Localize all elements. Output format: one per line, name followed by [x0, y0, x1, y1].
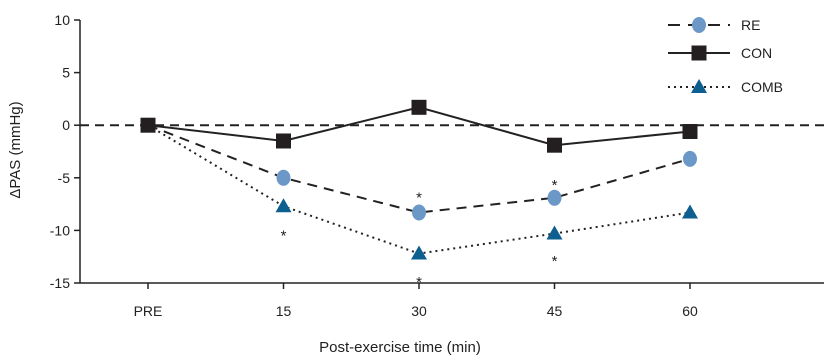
legend-label-re: RE	[741, 17, 760, 33]
x-tick-label: PRE	[134, 303, 163, 319]
significance-asterisk: *	[552, 253, 558, 270]
y-tick-label: -10	[50, 222, 70, 238]
legend: RE CON COMB	[668, 17, 783, 95]
x-axis-ticks: PRE 15 30 45 60	[134, 283, 698, 319]
legend-marker-comb	[691, 79, 707, 93]
data-point-re	[276, 169, 291, 186]
axes	[79, 20, 824, 284]
legend-item-re: RE	[668, 17, 760, 33]
legend-item-comb: COMB	[668, 79, 783, 95]
baseline-marker-group	[140, 117, 156, 133]
data-point-re	[683, 150, 697, 167]
legend-marker-re	[692, 17, 706, 33]
legend-label-comb: COMB	[741, 79, 783, 95]
data-point-re	[547, 189, 562, 206]
series-line-re	[147, 124, 691, 214]
x-axis-title: Post-exercise time (min)	[319, 339, 481, 356]
y-tick-label: 10	[54, 12, 70, 28]
x-tick-label: 30	[411, 303, 427, 319]
data-point-con	[411, 99, 427, 115]
data-point-con	[547, 137, 562, 153]
y-tick-label: -15	[50, 275, 70, 291]
significance-asterisk: *	[552, 177, 558, 194]
legend-marker-con	[691, 45, 707, 61]
legend-label-con: CON	[741, 45, 772, 61]
annotations-layer: * * * * *	[281, 177, 558, 291]
significance-asterisk: *	[416, 190, 422, 207]
data-point-con	[682, 124, 698, 140]
series-layer	[140, 99, 698, 260]
x-tick-label: 45	[547, 303, 563, 319]
y-tick-label: 0	[62, 117, 70, 133]
significance-asterisk: *	[416, 274, 422, 291]
y-axis-title: ΔPAS (mmHg)	[7, 101, 24, 198]
y-tick-label: -5	[58, 170, 71, 186]
y-axis-ticks: 10 5 0 -5 -10 -15	[50, 12, 80, 291]
data-point-con	[276, 133, 291, 149]
series-comb	[147, 124, 698, 260]
series-con	[147, 99, 698, 153]
x-tick-label: 60	[682, 303, 698, 319]
legend-item-con: CON	[668, 45, 772, 61]
baseline-marker	[140, 117, 156, 133]
x-tick-label: 15	[276, 303, 292, 319]
data-point-re	[412, 204, 426, 221]
data-point-comb	[275, 198, 292, 213]
series-re	[147, 124, 697, 221]
y-tick-label: 5	[62, 65, 70, 81]
significance-asterisk: *	[281, 228, 287, 245]
data-point-comb	[411, 245, 427, 260]
data-point-comb	[546, 225, 563, 240]
data-point-comb	[682, 204, 698, 219]
